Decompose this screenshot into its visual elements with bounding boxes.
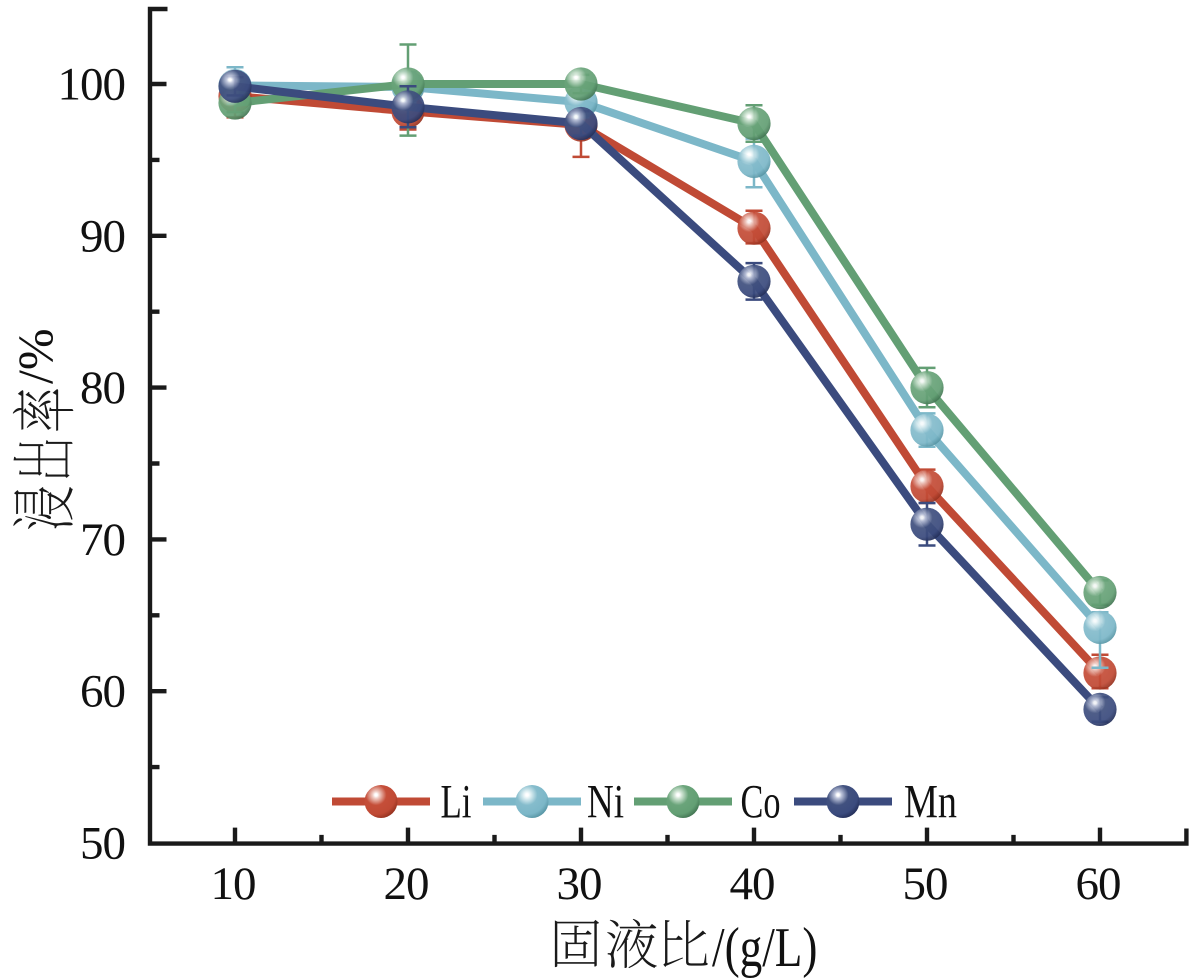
svg-text:Mn: Mn — [904, 776, 957, 829]
svg-text:30: 30 — [557, 858, 602, 910]
svg-text:10: 10 — [211, 858, 256, 910]
svg-text:80: 80 — [80, 362, 125, 414]
svg-text:100: 100 — [58, 59, 126, 111]
svg-text:20: 20 — [384, 858, 429, 910]
svg-text:50: 50 — [80, 818, 125, 870]
svg-text:70: 70 — [80, 514, 125, 566]
svg-text:60: 60 — [80, 666, 125, 718]
svg-text:90: 90 — [80, 210, 125, 262]
svg-text:Li: Li — [441, 776, 472, 829]
svg-text:/(g/L): /(g/L) — [712, 917, 818, 979]
svg-text:/%: /% — [7, 328, 63, 384]
svg-text:50: 50 — [903, 858, 948, 910]
svg-text:Co: Co — [741, 776, 781, 829]
svg-text:60: 60 — [1076, 858, 1121, 910]
svg-text:Ni: Ni — [587, 776, 624, 829]
svg-text:40: 40 — [730, 858, 775, 910]
